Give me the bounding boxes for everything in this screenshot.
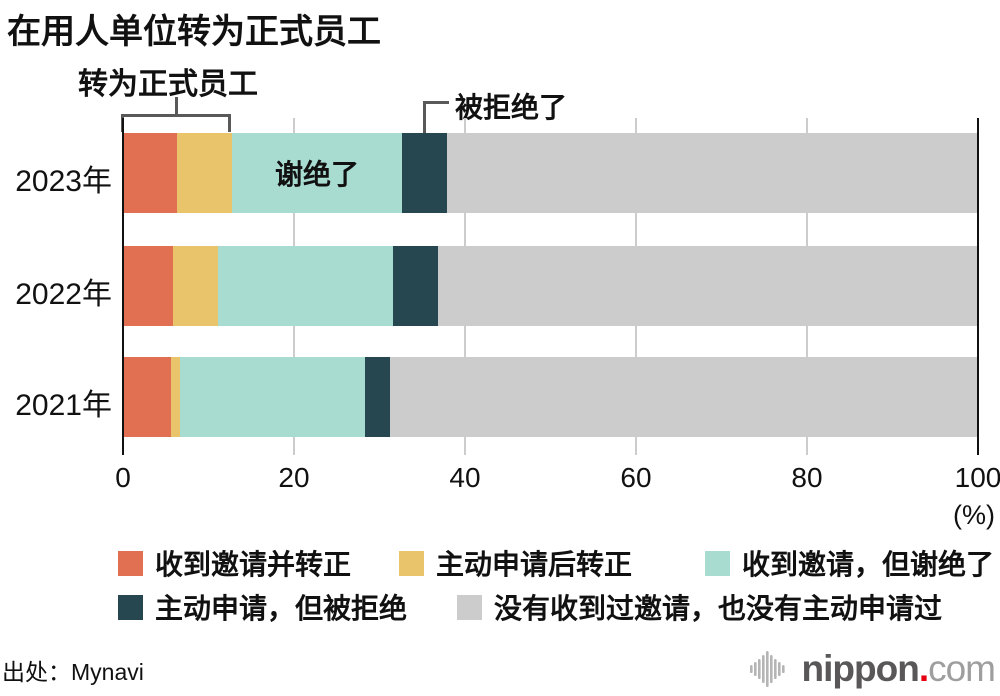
logo-name: nippon [801, 648, 920, 689]
legend-swatch [457, 594, 483, 620]
x-tick-label: 80 [791, 462, 823, 493]
annotation-converted-label: 转为正式员工 [78, 68, 258, 101]
legend-swatch [399, 550, 425, 576]
x-tick-label: 40 [449, 462, 481, 493]
unit-label: (%) [953, 500, 995, 530]
legend-swatch [118, 550, 143, 576]
bar-row [123, 357, 978, 437]
plot-area [122, 118, 979, 455]
legend-row-1: 收到邀请并转正 主动申请后转正 收到邀请，但谢绝了 [118, 548, 994, 580]
callout-line-horizontal [423, 101, 449, 104]
bar-segment [447, 133, 978, 213]
bar-segment [123, 246, 174, 326]
bar-segment [389, 357, 978, 437]
legend-label: 收到邀请并转正 [155, 549, 352, 580]
bar-segment [401, 133, 448, 213]
legend-label: 收到邀请，但谢绝了 [742, 549, 995, 580]
bar-segment [170, 357, 181, 437]
y-axis-line [122, 118, 124, 455]
y-axis-label: 2021年 [15, 389, 112, 422]
bar-row [123, 133, 978, 213]
chart-title: 在用人单位转为正式员工 [7, 13, 381, 51]
bar-segment [173, 246, 218, 326]
legend-item: 收到邀请，但谢绝了 [705, 543, 994, 583]
legend-label: 没有收到过邀请，也没有主动申请过 [494, 593, 943, 624]
bar-segment [438, 246, 978, 326]
bar-segment [231, 133, 402, 213]
x-tick-label: 0 [115, 462, 131, 493]
logo-tld: com [928, 648, 996, 689]
legend-swatch [705, 550, 731, 576]
bracket-line [121, 114, 231, 117]
legend-label: 主动申请，但被拒绝 [155, 593, 408, 624]
logo-dot: . [918, 648, 929, 689]
right-boundary-line [977, 118, 979, 455]
legend-label: 主动申请后转正 [436, 549, 633, 580]
annotation-declined-label: 谢绝了 [274, 159, 360, 190]
nippon-com-logo: nippon.com [749, 648, 996, 690]
bracket-stem [175, 97, 178, 115]
callout-line-vertical [423, 101, 426, 133]
bar-segment [393, 246, 439, 326]
logo-wordmark: nippon.com [801, 648, 996, 690]
x-tick-label: 20 [278, 462, 310, 493]
x-tick-label: 60 [620, 462, 652, 493]
bracket-tick-right [228, 114, 231, 132]
legend-item: 主动申请，但被拒绝 [118, 587, 407, 627]
y-axis-label: 2022年 [15, 278, 112, 311]
legend-item: 没有收到过邀请，也没有主动申请过 [457, 587, 942, 627]
y-axis-label: 2023年 [15, 165, 112, 198]
soundwave-icon [749, 651, 785, 687]
source-credit: 出处：Mynavi [2, 659, 144, 685]
bar-segment [180, 357, 365, 437]
bar-row [123, 246, 978, 326]
legend-item: 收到邀请并转正 [118, 543, 351, 583]
x-tick-label: 100 [954, 462, 1000, 493]
legend-swatch [118, 594, 143, 620]
legend-row-2: 主动申请，但被拒绝 没有收到过邀请，也没有主动申请过 [118, 592, 942, 624]
bar-segment [123, 133, 177, 213]
bar-segment [176, 133, 232, 213]
legend-item: 主动申请后转正 [399, 543, 632, 583]
bar-segment [123, 357, 171, 437]
bar-segment [217, 246, 394, 326]
annotation-rejected-label: 被拒绝了 [455, 92, 568, 123]
bar-segment [364, 357, 390, 437]
